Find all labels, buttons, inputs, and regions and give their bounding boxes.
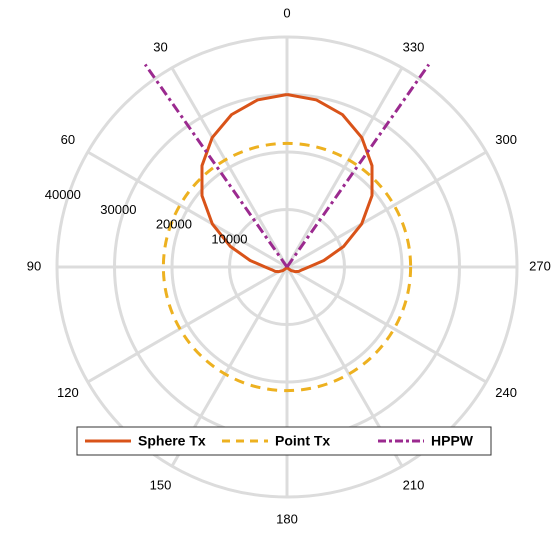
angle-tick-label: 300 xyxy=(495,132,517,147)
radius-tick-label: 10000 xyxy=(211,232,247,247)
legend-label: Point Tx xyxy=(275,433,330,449)
grid-spoke-300 xyxy=(286,150,487,269)
grid-spoke-330 xyxy=(285,67,404,268)
axis-labels: 0 30 60 90 120 150 180 210 240 270 300 330 10000 2000… xyxy=(27,5,551,526)
grid-spoke-60 xyxy=(87,150,288,269)
angle-tick-label: 210 xyxy=(403,478,425,493)
legend: Sphere Tx Point Tx HPPW xyxy=(76,426,492,456)
angle-tick-label: 90 xyxy=(27,258,41,273)
radius-tick-label: 40000 xyxy=(45,187,81,202)
legend-box xyxy=(76,426,492,456)
legend-label: Sphere Tx xyxy=(138,433,206,449)
radius-tick-label: 30000 xyxy=(100,202,136,217)
series-point-tx-line xyxy=(161,141,413,393)
angle-tick-label: 240 xyxy=(495,385,517,400)
angle-tick-label: 30 xyxy=(153,39,167,54)
grid-spoke-120 xyxy=(87,265,288,384)
angle-tick-label: 270 xyxy=(529,258,551,273)
angle-tick-label: 120 xyxy=(57,385,79,400)
plot-series xyxy=(143,63,431,393)
angle-tick-label: 150 xyxy=(150,478,172,493)
angle-tick-label: 0 xyxy=(283,5,290,20)
legend-label: HPPW xyxy=(431,433,474,449)
grid-spoke-30 xyxy=(170,67,289,268)
radius-tick-label: 20000 xyxy=(156,217,192,232)
grid-spoke-240 xyxy=(286,265,487,384)
angle-tick-label: 60 xyxy=(61,132,75,147)
angle-tick-label: 180 xyxy=(276,511,298,526)
angle-tick-label: 330 xyxy=(403,39,425,54)
